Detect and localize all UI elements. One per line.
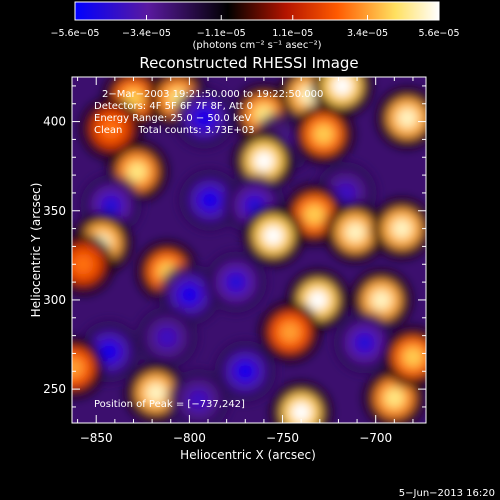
y-axis-ticks [72, 85, 426, 408]
annotation-date: 2−Mar−2003 19:21:50.000 to 19:22:50.000 [102, 89, 323, 100]
chart-title: Reconstructed RHESSI Image [139, 54, 358, 72]
heatmap-blob-core [279, 321, 301, 343]
plot-area [71, 76, 427, 424]
heatmap-blob-core [303, 204, 325, 225]
heatmap-blob-core [307, 289, 329, 311]
x-tick-label: −750 [266, 431, 299, 445]
heatmap-blob-core [100, 118, 122, 139]
annotations: 2−Mar−2003 19:21:50.000 to 19:22:50.000 … [94, 89, 323, 410]
x-tick-labels: −850 −800 −750 −700 [80, 431, 392, 445]
colorbar-gradient [74, 1, 440, 21]
x-tick-label: −700 [359, 431, 392, 445]
x-tick-label: −800 [173, 431, 206, 445]
heatmap-blob-core [194, 107, 215, 129]
heatmap-blob-core [126, 161, 148, 182]
colorbar: −5.6e−05 −3.4e−05 −1.1e−05 1.1e−05 3.4e−05 5.… [51, 1, 460, 51]
y-tick-labels: 250 300 350 400 [43, 115, 66, 397]
heatmap-blob-core [371, 289, 392, 311]
heatmap-blob-core [72, 357, 85, 378]
heatmap-blob-core [253, 150, 275, 172]
heatmap-blob-core [354, 332, 375, 353]
colorbar-tick-label: −1.1e−05 [197, 28, 246, 39]
heatmap-blob-core [344, 221, 366, 243]
heatmap-blob-core [199, 189, 221, 211]
heatmap-blob-core [100, 195, 122, 216]
heatmap-blob-core [99, 341, 120, 362]
heatmap-blob-core [262, 225, 284, 246]
colorbar-tick-label: 3.4e−05 [347, 28, 388, 39]
footer-timestamp: 5−Jun−2013 16:20 [399, 488, 495, 499]
heatmap-blob-core [391, 218, 413, 239]
colorbar-ticks [74, 15, 440, 20]
annotation-peak: Position of Peak = [−737,242] [94, 399, 245, 410]
colorbar-tick-labels: −5.6e−05 −3.4e−05 −1.1e−05 1.1e−05 3.4e−05 5.… [51, 28, 460, 39]
heatmap-blob-core [72, 254, 94, 275]
colorbar-tick-label: 5.6e−05 [418, 28, 459, 39]
heatmap-blob-core [384, 387, 405, 409]
heatmap-blob-core [235, 361, 256, 382]
colorbar-unit-label: (photons cm⁻² s⁻¹ asec⁻²) [192, 40, 321, 51]
plot-frame [71, 76, 427, 424]
y-tick-label: 250 [43, 382, 66, 396]
annotation-clean: Clean Total counts: 3.73E+03 [94, 125, 254, 136]
x-tick-label: −850 [80, 431, 113, 445]
annotation-energy: Energy Range: 25.0 − 50.0 keV [94, 113, 251, 124]
colorbar-tick-label: 1.1e−05 [272, 28, 313, 39]
heatmap-blob-core [290, 402, 312, 423]
x-axis-label: Heliocentric X (arcsec) [180, 448, 316, 462]
heatmap-blob-core [335, 182, 357, 204]
y-tick-label: 400 [43, 115, 66, 129]
heatmap-blob-core [188, 389, 209, 411]
heatmap-blob-core [397, 107, 418, 129]
y-tick-label: 300 [43, 293, 66, 307]
heatmap-blob-core [179, 284, 200, 305]
heatmap-image [72, 77, 426, 423]
y-axis-label: Heliocentric Y (arcsec) [29, 183, 43, 318]
colorbar-tick-label: −5.6e−05 [51, 28, 100, 39]
heatmap-blob-core [225, 271, 247, 293]
heatmap-blob-core [156, 327, 178, 348]
heatmap-blob-core [145, 382, 167, 403]
heatmap-blob-core [331, 77, 353, 97]
heatmap-blob-core [313, 123, 334, 145]
annotation-detectors: Detectors: 4F 5F 6F 7F 8F, Att 0 [94, 101, 253, 112]
x-axis-ticks [77, 77, 414, 423]
heatmap-blob-core [402, 346, 424, 368]
y-tick-label: 350 [43, 204, 66, 218]
colorbar-tick-label: −3.4e−05 [122, 28, 171, 39]
